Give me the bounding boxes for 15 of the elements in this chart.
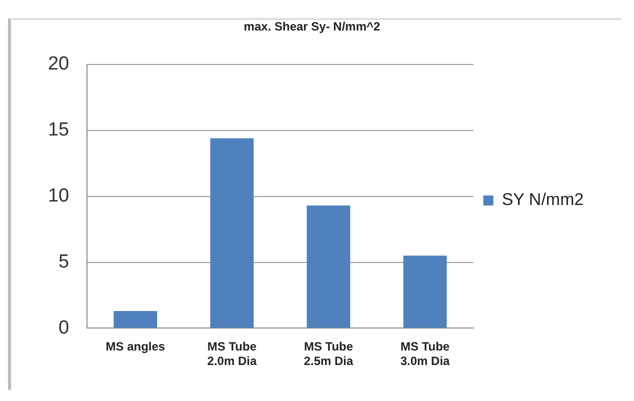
x-tick-label: MS Tube 2.5m Dia	[304, 340, 354, 368]
y-tick-label: 15	[48, 120, 70, 141]
legend-label: SY N/mm2	[502, 190, 584, 210]
y-tick-label: 20	[48, 54, 70, 75]
chart-title: max. Shear Sy- N/mm^2	[244, 20, 381, 34]
y-tick-label: 10	[48, 186, 70, 207]
x-tick-label: MS Tube 2.0m Dia	[207, 340, 257, 368]
bar	[114, 311, 158, 328]
bar	[306, 206, 350, 328]
bar	[210, 138, 254, 328]
y-tick-label: 5	[58, 251, 70, 272]
x-tick-label: MS angles	[106, 340, 166, 354]
x-tick-label: MS Tube 3.0m Dia	[400, 340, 450, 368]
y-tick-label: 0	[58, 317, 70, 338]
bar	[403, 256, 447, 328]
